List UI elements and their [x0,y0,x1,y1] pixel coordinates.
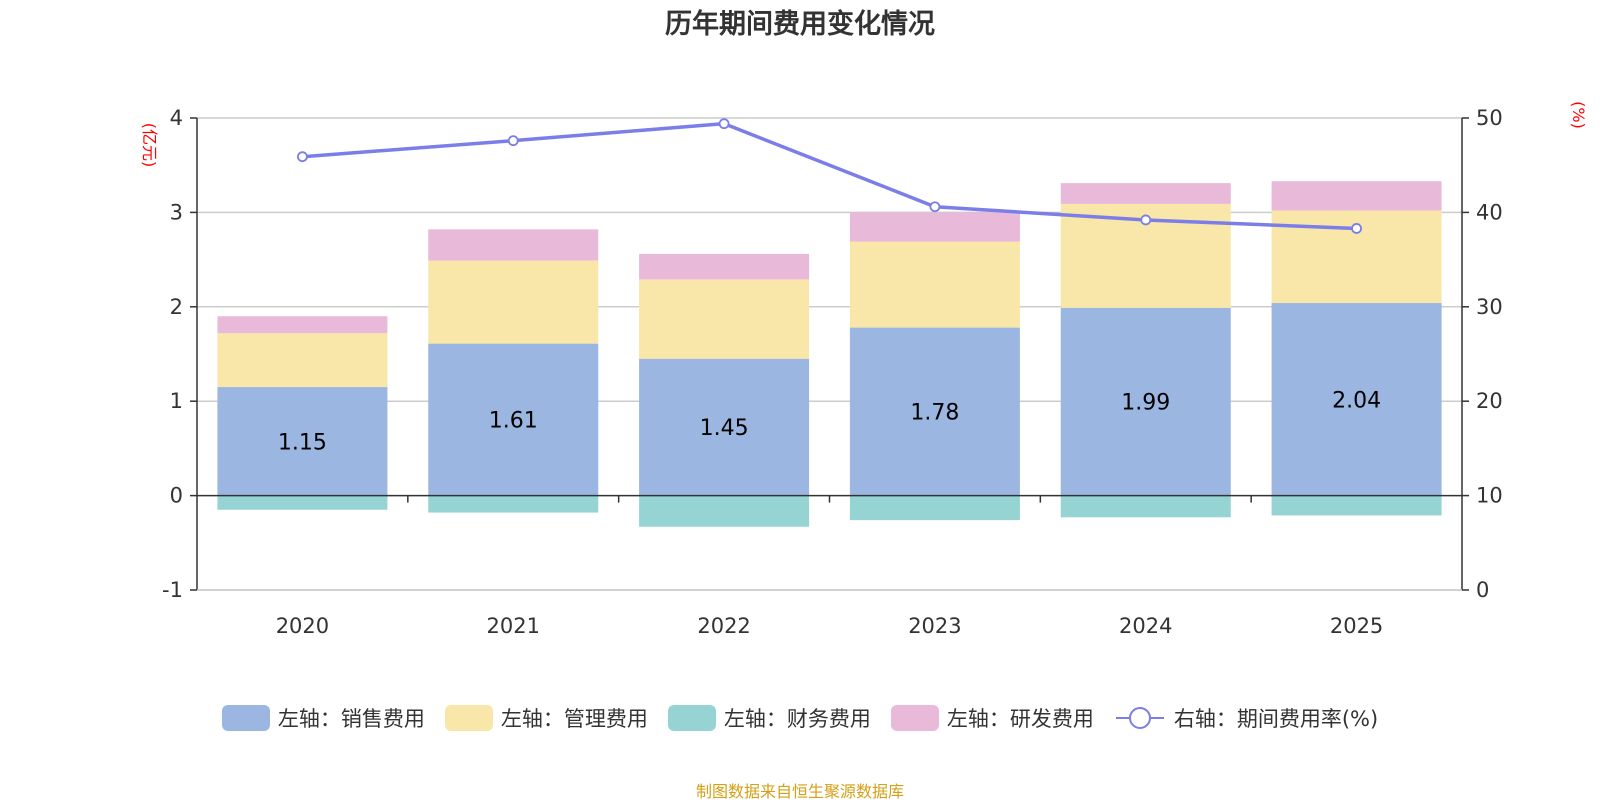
bar-sales-2024 [1060,307,1231,496]
bar-label-sales-2020: 1.15 [278,430,327,455]
bar-sales-2022 [639,358,810,496]
y-right-unit-label: (%) [1569,101,1588,129]
legend-label-expense-rate: 右轴：期间费用率(%) [1173,707,1379,731]
bar-layer [217,181,1442,527]
bar-rnd-2024 [1060,183,1231,204]
legend-swatch-admin [444,705,493,731]
y-left-unit-label: (亿元) [140,123,159,168]
bar-finance-2022 [639,495,810,527]
bar-label-sales-2025: 2.04 [1332,388,1381,413]
legend-line-marker-icon [1115,707,1164,729]
expense-rate-line [302,121,1357,231]
grid-layer [197,117,1462,591]
bar-finance-2020 [217,495,388,510]
bar-admin-2022 [639,279,810,359]
line-layer [297,118,1362,234]
legend-item-sales[interactable]: 左轴：销售费用 [221,703,425,733]
legend-item-expense-rate[interactable]: 右轴：期间费用率(%) [1114,703,1378,733]
bar-sales-2020 [217,387,388,496]
expense-rate-point-2021 [507,135,519,147]
bar-sales-2021 [428,343,599,496]
legend: 左轴：销售费用 左轴：管理费用 左轴：财务费用 左轴：研发费用 右轴：期间费用率… [0,703,1600,733]
y-left-tick-label: 2 [170,295,183,319]
y-right-tick-label: 40 [1476,200,1503,224]
bar-sales-2025 [1271,303,1442,496]
expense-rate-point-2022 [718,118,730,130]
legend-item-rnd[interactable]: 左轴：研发费用 [890,703,1094,733]
y-right-tick-label: 50 [1476,106,1503,130]
bar-rnd-2025 [1271,181,1442,211]
x-tick-label-2020: 2020 [276,614,329,638]
legend-item-admin[interactable]: 左轴：管理费用 [444,703,648,733]
y-left-tick-label: 4 [170,106,183,130]
expense-rate-point-2020 [297,151,308,163]
y-right-tick-label: 0 [1476,578,1489,602]
bar-rnd-2023 [849,212,1020,242]
x-tick-label-2022: 2022 [697,614,750,638]
legend-label-admin: 左轴：管理费用 [500,707,648,731]
chart-title: 历年期间费用变化情况 [665,9,935,40]
bar-rnd-2020 [217,316,388,334]
bar-label-sales-2022: 1.45 [700,416,749,441]
y-left-tick-label: 0 [170,484,183,508]
legend-swatch-finance [667,705,716,731]
bar-admin-2020 [217,333,388,388]
y-left-tick-label: -1 [162,578,183,602]
y-left-tick-label: 1 [170,389,183,413]
y-right-tick-label: 10 [1476,484,1503,508]
expense-rate-point-2025 [1351,223,1362,234]
bar-label-sales-2023: 1.78 [910,401,959,426]
legend-swatch-sales [221,705,270,731]
x-tick-label-2021: 2021 [487,614,540,638]
expense-rate-point-2023 [929,201,941,213]
bar-label-sales-2024: 1.99 [1121,391,1170,416]
expense-rate-point-2024 [1140,214,1152,226]
legend-label-rnd: 左轴：研发费用 [946,707,1094,731]
bar-sales-2023 [849,327,1020,496]
bar-label-sales-2021: 1.61 [489,409,538,434]
label-layer: 1.15 1.61 1.45 1.78 1.99 2.04 [278,388,1381,455]
bar-finance-2024 [1060,495,1231,518]
bar-finance-2021 [428,495,599,513]
y-right-tick-label: 20 [1476,389,1503,413]
y-left-tick-label: 3 [170,200,183,224]
bar-finance-2025 [1271,495,1442,516]
y-right-tick-label: 30 [1476,295,1503,319]
x-tick-label-2025: 2025 [1330,614,1383,638]
bar-rnd-2021 [428,229,599,261]
x-tick-label-2023: 2023 [908,614,961,638]
bar-admin-2023 [849,241,1020,328]
bar-admin-2021 [428,260,599,344]
legend-label-finance: 左轴：财务费用 [723,707,871,731]
bar-finance-2023 [849,495,1020,521]
bar-rnd-2022 [639,253,810,280]
x-tick-label-2024: 2024 [1119,614,1172,638]
legend-item-finance[interactable]: 左轴：财务费用 [667,703,871,733]
legend-swatch-rnd [890,705,939,731]
legend-label-sales: 左轴：销售费用 [277,707,425,731]
source-note: 制图数据来自恒生聚源数据库 [695,782,904,801]
